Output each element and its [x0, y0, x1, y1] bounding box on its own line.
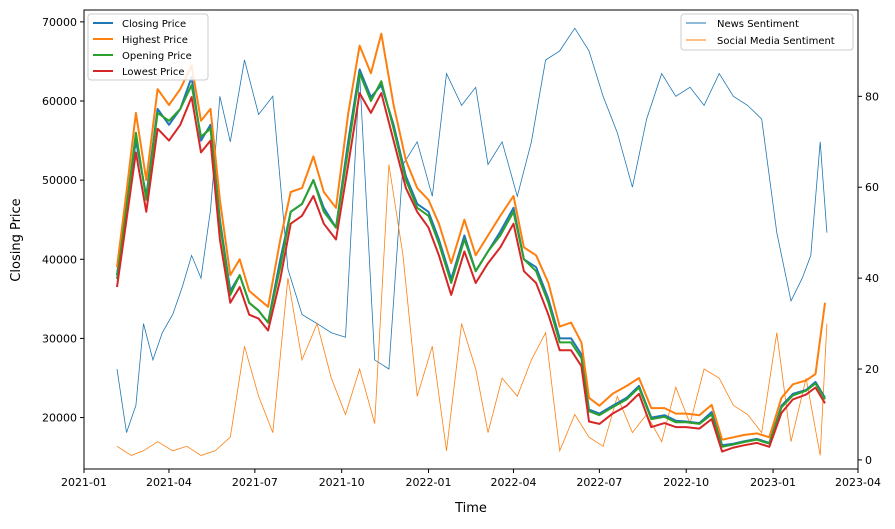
- y-tick-label: 50000: [42, 174, 77, 187]
- x-tick-label: 2021-04: [146, 476, 192, 489]
- legend-label-closing: Closing Price: [122, 19, 186, 30]
- x-tick-label: 2023-01: [750, 476, 796, 489]
- y-tick-label: 40000: [42, 253, 77, 266]
- legend-sentiment-frame: [680, 13, 854, 51]
- y2-tick-label: 0: [865, 454, 872, 467]
- y-axis-right: 0 20 40 60 80: [858, 90, 879, 467]
- x-tick-label: 2022-07: [576, 476, 622, 489]
- y-tick-label: 30000: [42, 332, 77, 345]
- plot-frame: [83, 9, 859, 470]
- y2-tick-label: 20: [865, 363, 879, 376]
- legend-label-highest: Highest Price: [122, 35, 188, 46]
- y2-tick-label: 40: [865, 272, 879, 285]
- legend-label-opening: Opening Price: [122, 51, 192, 62]
- opening-price-line: [116, 72, 826, 448]
- lowest-price-line: [116, 92, 826, 453]
- x-axis: 2021-01 2021-04 2021-07 2021-10 2022-01 2022-…: [61, 469, 881, 489]
- legend-label-social: Social Media Sentiment: [717, 36, 835, 47]
- x-axis-label: Time: [454, 501, 487, 516]
- legend-prices-frame: [87, 13, 209, 81]
- legend-label-lowest: Lowest Price: [122, 67, 185, 78]
- x-tick-label: 2021-07: [232, 476, 278, 489]
- y2-tick-label: 60: [865, 181, 879, 194]
- x-tick-label: 2021-10: [319, 476, 365, 489]
- x-tick-label: 2021-01: [61, 476, 107, 489]
- highest-price-line: [116, 32, 826, 441]
- x-tick-label: 2022-01: [406, 476, 452, 489]
- x-tick-label: 2022-10: [663, 476, 709, 489]
- y-axis-label: Closing Price: [9, 198, 24, 281]
- legend-prices: Closing Price Highest Price Opening Pric…: [87, 13, 209, 81]
- y-tick-label: 70000: [42, 16, 77, 29]
- legend-label-news: News Sentiment: [717, 19, 799, 30]
- series-layer: [116, 27, 828, 456]
- x-tick-label: 2022-04: [490, 476, 536, 489]
- x-tick-label: 2023-04: [835, 476, 881, 489]
- news-sentiment-line: [116, 27, 828, 433]
- social-media-sentiment-line: [116, 164, 828, 456]
- legend-sentiment: News Sentiment Social Media Sentiment: [680, 13, 854, 51]
- y-tick-label: 60000: [42, 95, 77, 108]
- y-tick-label: 20000: [42, 412, 77, 425]
- y-axis-left: 20000 30000 40000 50000 60000 70000: [42, 16, 84, 425]
- y2-tick-label: 80: [865, 90, 879, 103]
